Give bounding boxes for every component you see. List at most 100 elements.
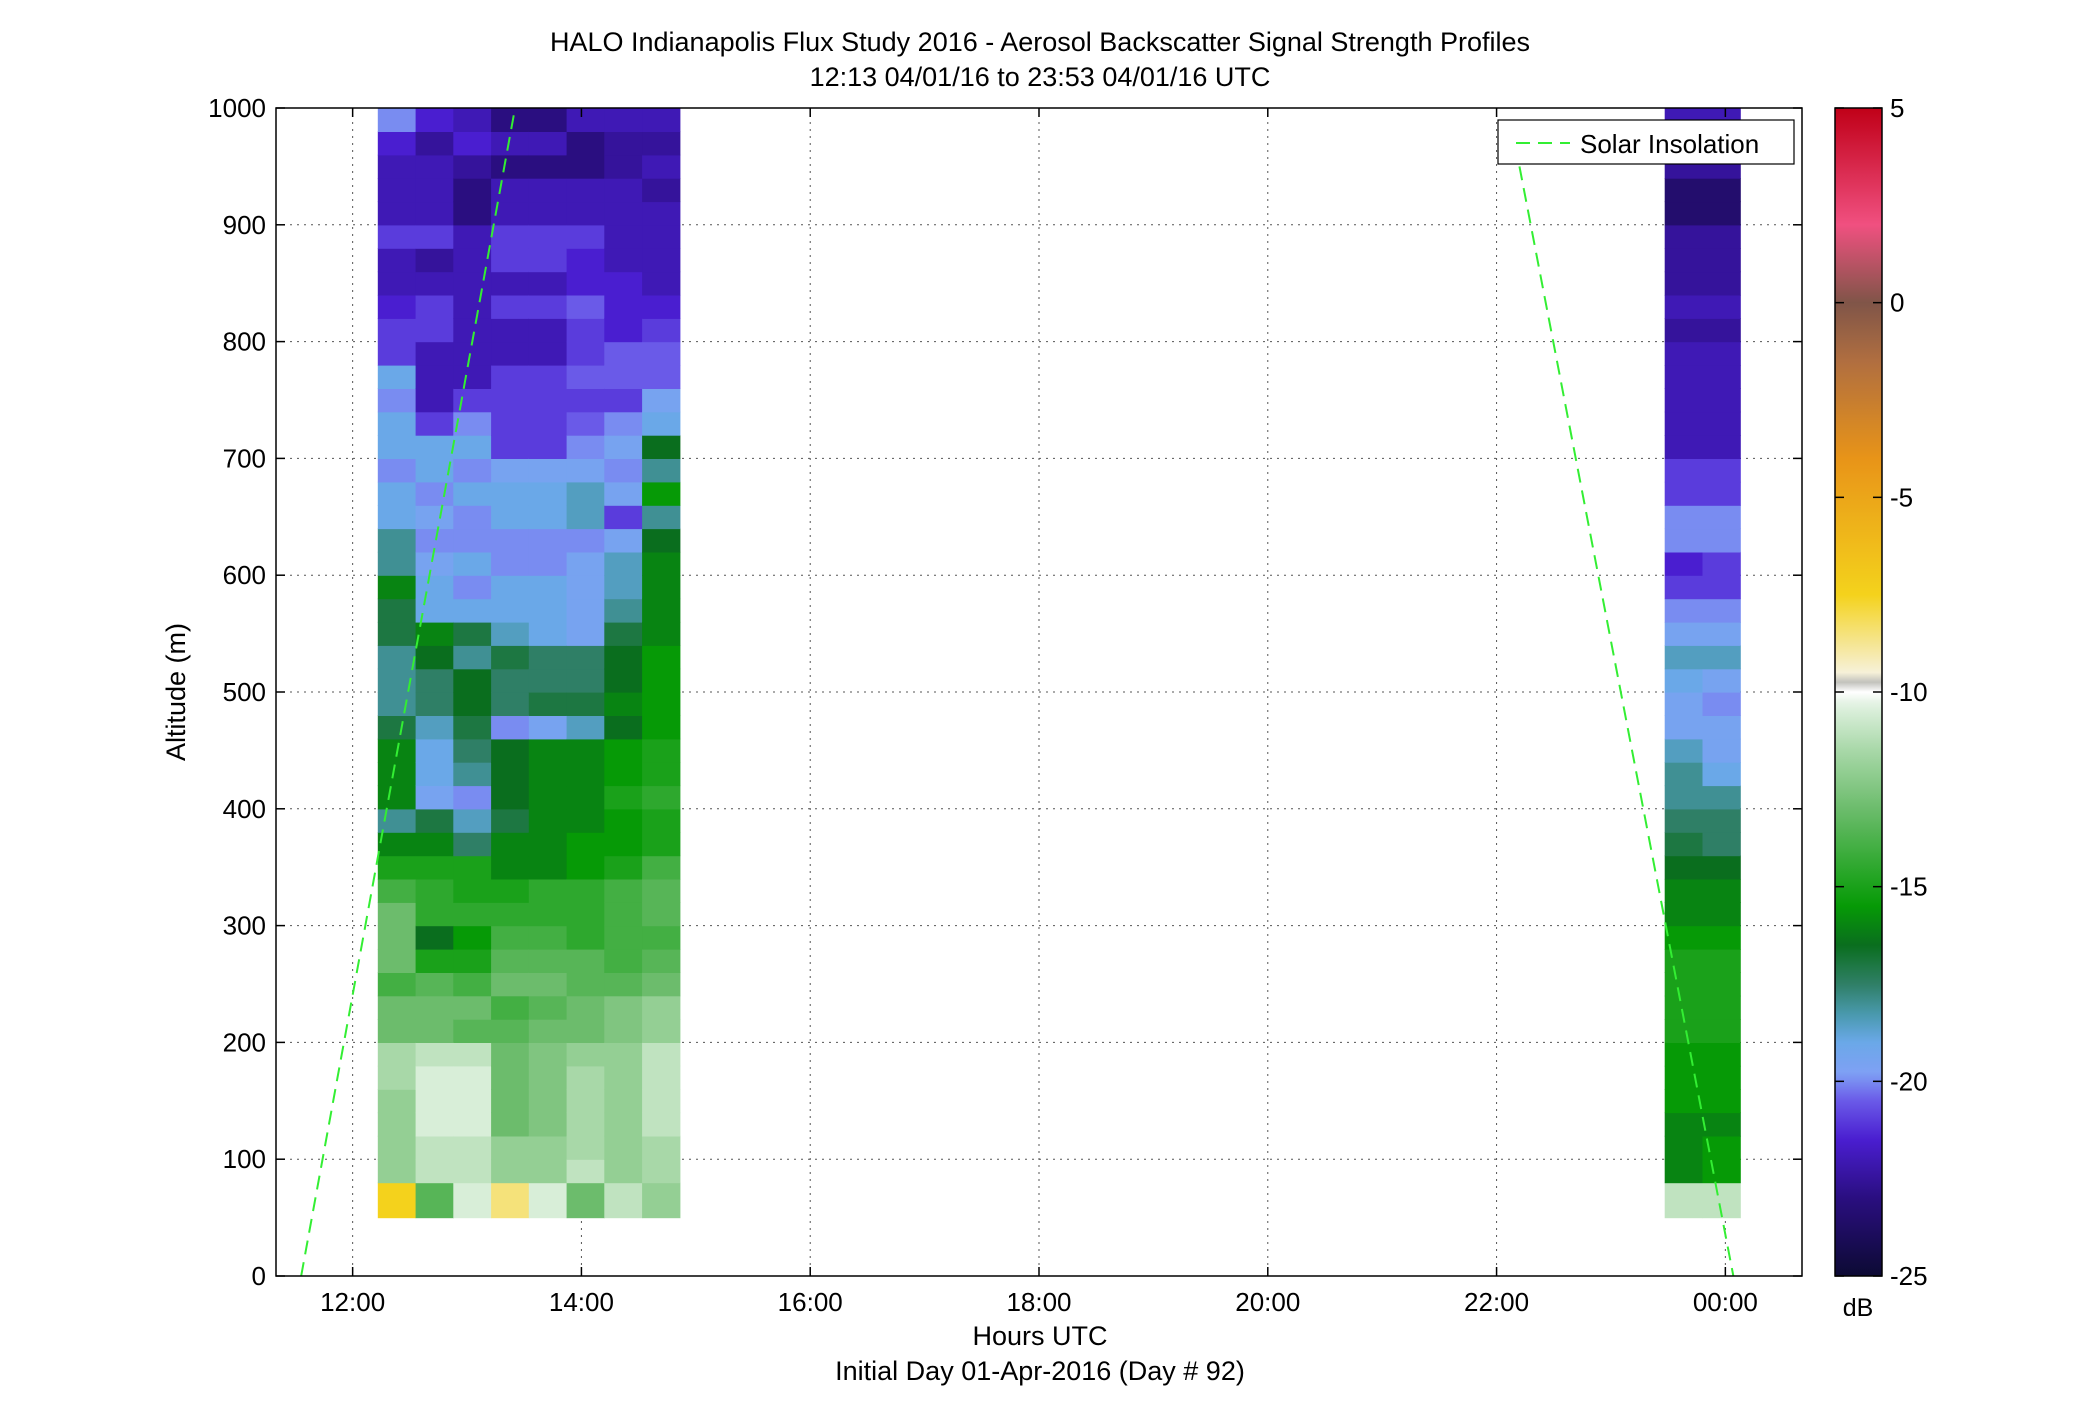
heatmap-cell-p9-b43 <box>1702 178 1741 203</box>
heatmap-cell-p9-b22 <box>1702 668 1741 693</box>
heatmap-cell-p1-b9 <box>415 972 454 997</box>
heatmap-cell-p9-b28 <box>1702 528 1741 553</box>
x-tick-label-5: 22:00 <box>1464 1287 1529 1317</box>
heatmap-cell-p3-b3 <box>491 1112 530 1137</box>
heatmap-cell-p5-b46 <box>566 108 605 132</box>
heatmap-cell-p6-b33 <box>604 411 643 436</box>
y-tick-label-0: 0 <box>252 1261 266 1291</box>
heatmap-cell-p1-b45 <box>415 131 454 156</box>
heatmap-cell-p0-b1 <box>377 1159 417 1184</box>
heatmap-cell-p8-b3 <box>1664 1112 1703 1137</box>
heatmap-cell-p5-b28 <box>566 528 605 553</box>
heatmap-cell-p3-b36 <box>491 341 530 366</box>
heatmap-cell-p5-b10 <box>566 949 605 973</box>
heatmap-cell-p2-b4 <box>453 1089 492 1114</box>
heatmap-cell-p3-b9 <box>491 972 530 997</box>
heatmap-cell-p6-b16 <box>604 808 643 833</box>
heatmap-cell-p8-b35 <box>1664 365 1703 389</box>
heatmap-cell-p6-b22 <box>604 668 643 693</box>
heatmap-cell-p7-b44 <box>642 154 681 179</box>
heatmap-cell-p6-b29 <box>604 505 643 530</box>
heatmap-cell-p1-b33 <box>415 411 454 436</box>
heatmap-cell-p1-b43 <box>415 178 454 203</box>
heatmap-cell-p1-b26 <box>415 575 454 600</box>
heatmap-cell-p8-b31 <box>1664 458 1703 483</box>
y-tick-label-5: 500 <box>223 677 266 707</box>
heatmap-cell-p5-b17 <box>566 785 605 810</box>
heatmap-cell-p8-b29 <box>1664 505 1703 530</box>
heatmap-cell-p2-b11 <box>453 925 492 950</box>
heatmap-cell-p4-b46 <box>528 108 568 132</box>
heatmap-cell-p6-b41 <box>604 224 643 249</box>
heatmap-cell-p6-b46 <box>604 108 643 132</box>
heatmap-cell-p7-b12 <box>642 902 681 927</box>
heatmap-cell-p2-b2 <box>453 1135 492 1160</box>
heatmap-cell-p1-b38 <box>415 294 454 319</box>
heatmap-cell-p5-b37 <box>566 318 605 343</box>
heatmap-cell-p0-b38 <box>377 294 417 319</box>
y-axis-label: Altitude (m) <box>161 623 191 761</box>
heatmap-cell-p6-b1 <box>604 1159 643 1184</box>
heatmap-cell-p0-b25 <box>377 598 417 623</box>
heatmap-cell-p7-b0 <box>642 1182 681 1219</box>
heatmap-cell-p8-b26 <box>1664 575 1703 600</box>
heatmap-cell-p6-b6 <box>604 1042 643 1067</box>
heatmap-cell-p0-b29 <box>377 505 417 530</box>
chart-subtitle: 12:13 04/01/16 to 23:53 04/01/16 UTC <box>810 62 1271 92</box>
heatmap-cell-p1-b42 <box>415 201 454 226</box>
heatmap-cell-p7-b5 <box>642 1065 681 1090</box>
heatmap-cell-p3-b46 <box>491 108 530 132</box>
legend: Solar Insolation <box>1497 119 1795 165</box>
heatmap-cell-p7-b2 <box>642 1135 681 1160</box>
heatmap-cell-p0-b14 <box>377 855 417 880</box>
heatmap-cell-p3-b17 <box>491 785 530 810</box>
heatmap-cell-p9-b20 <box>1702 715 1741 740</box>
heatmap-cell-p3-b4 <box>491 1089 530 1114</box>
heatmap-cell-p1-b31 <box>415 458 454 483</box>
heatmap-cell-p2-b29 <box>453 505 492 530</box>
heatmap-cell-p6-b14 <box>604 855 643 880</box>
heatmap-cell-p0-b4 <box>377 1089 417 1114</box>
heatmap-cell-p1-b7 <box>415 1019 454 1043</box>
heatmap-cell-p0-b26 <box>377 575 417 600</box>
heatmap-cell-p4-b17 <box>528 785 568 810</box>
heatmap-cell-p7-b21 <box>642 692 681 716</box>
heatmap-cell-p4-b25 <box>528 598 568 623</box>
heatmap-cell-p1-b18 <box>415 762 454 787</box>
heatmap-cell-p9-b27 <box>1702 551 1741 576</box>
heatmap-cell-p2-b39 <box>453 271 492 296</box>
heatmap-cell-p3-b13 <box>491 878 530 903</box>
solar-insolation-segment-1 <box>1518 166 1735 1277</box>
heatmap-cell-p4-b3 <box>528 1112 568 1137</box>
heatmap-cell-p7-b26 <box>642 575 681 600</box>
heatmap-cell-p3-b31 <box>491 458 530 483</box>
heatmap-cell-p3-b45 <box>491 131 530 156</box>
heatmap-cell-p5-b0 <box>566 1182 605 1219</box>
heatmap-cell-p2-b28 <box>453 528 492 553</box>
heatmap-cell-p7-b16 <box>642 808 681 833</box>
heatmap-cell-p8-b33 <box>1664 411 1703 436</box>
heatmap-cell-p3-b18 <box>491 762 530 787</box>
heatmap-cell-p7-b30 <box>642 481 681 506</box>
heatmap-cell-p5-b35 <box>566 365 605 389</box>
colorbar-unit-label: dB <box>1843 1294 1874 1322</box>
heatmap-cell-p3-b11 <box>491 925 530 950</box>
heatmap-cell-p4-b38 <box>528 294 568 319</box>
heatmap-cell-p5-b15 <box>566 832 605 857</box>
heatmap-cell-p7-b24 <box>642 621 681 646</box>
heatmap-cell-p2-b31 <box>453 458 492 483</box>
heatmap-cell-p7-b7 <box>642 1019 681 1043</box>
heatmap-cell-p4-b14 <box>528 855 568 880</box>
heatmap-cell-p4-b30 <box>528 481 568 506</box>
heatmap-cell-p8-b37 <box>1664 318 1703 343</box>
heatmap-cell-p7-b10 <box>642 949 681 973</box>
solar-insolation-line <box>300 107 1735 1277</box>
heatmap-cell-p7-b11 <box>642 925 681 950</box>
heatmap-cell-p8-b38 <box>1664 294 1703 319</box>
heatmap-cell-p4-b15 <box>528 832 568 857</box>
heatmap-cell-p8-b22 <box>1664 668 1703 693</box>
heatmap-cell-p6-b8 <box>604 995 643 1020</box>
heatmap-cell-p8-b21 <box>1664 692 1703 716</box>
heatmap-cell-p5-b39 <box>566 271 605 296</box>
heatmap-cell-p5-b6 <box>566 1042 605 1067</box>
